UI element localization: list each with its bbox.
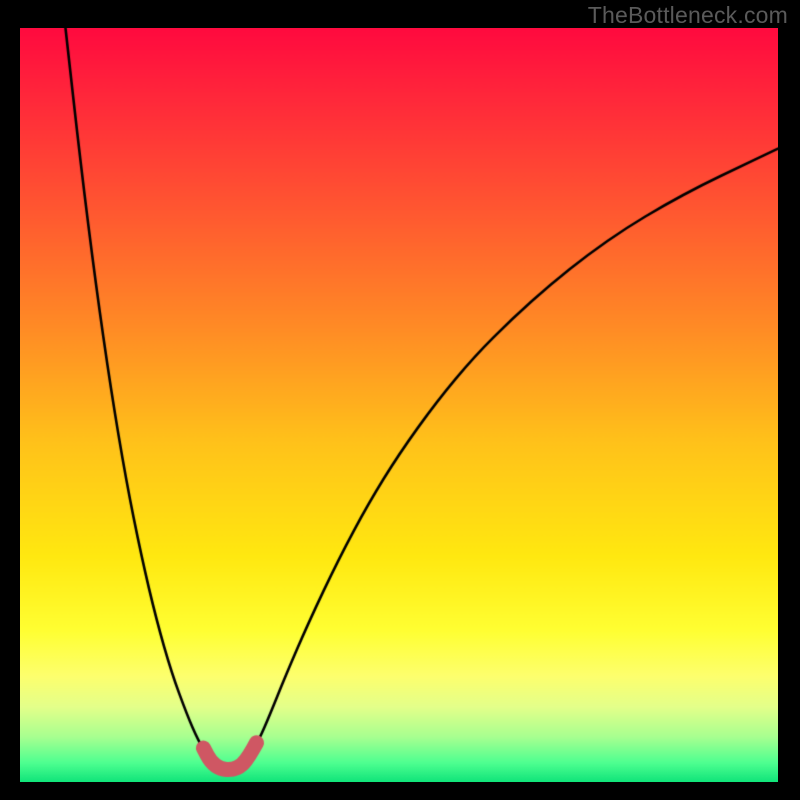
watermark-text: TheBottleneck.com <box>588 2 788 29</box>
bottleneck-chart-canvas <box>20 28 778 782</box>
plot-outer <box>20 28 778 782</box>
stage: TheBottleneck.com <box>0 0 800 800</box>
